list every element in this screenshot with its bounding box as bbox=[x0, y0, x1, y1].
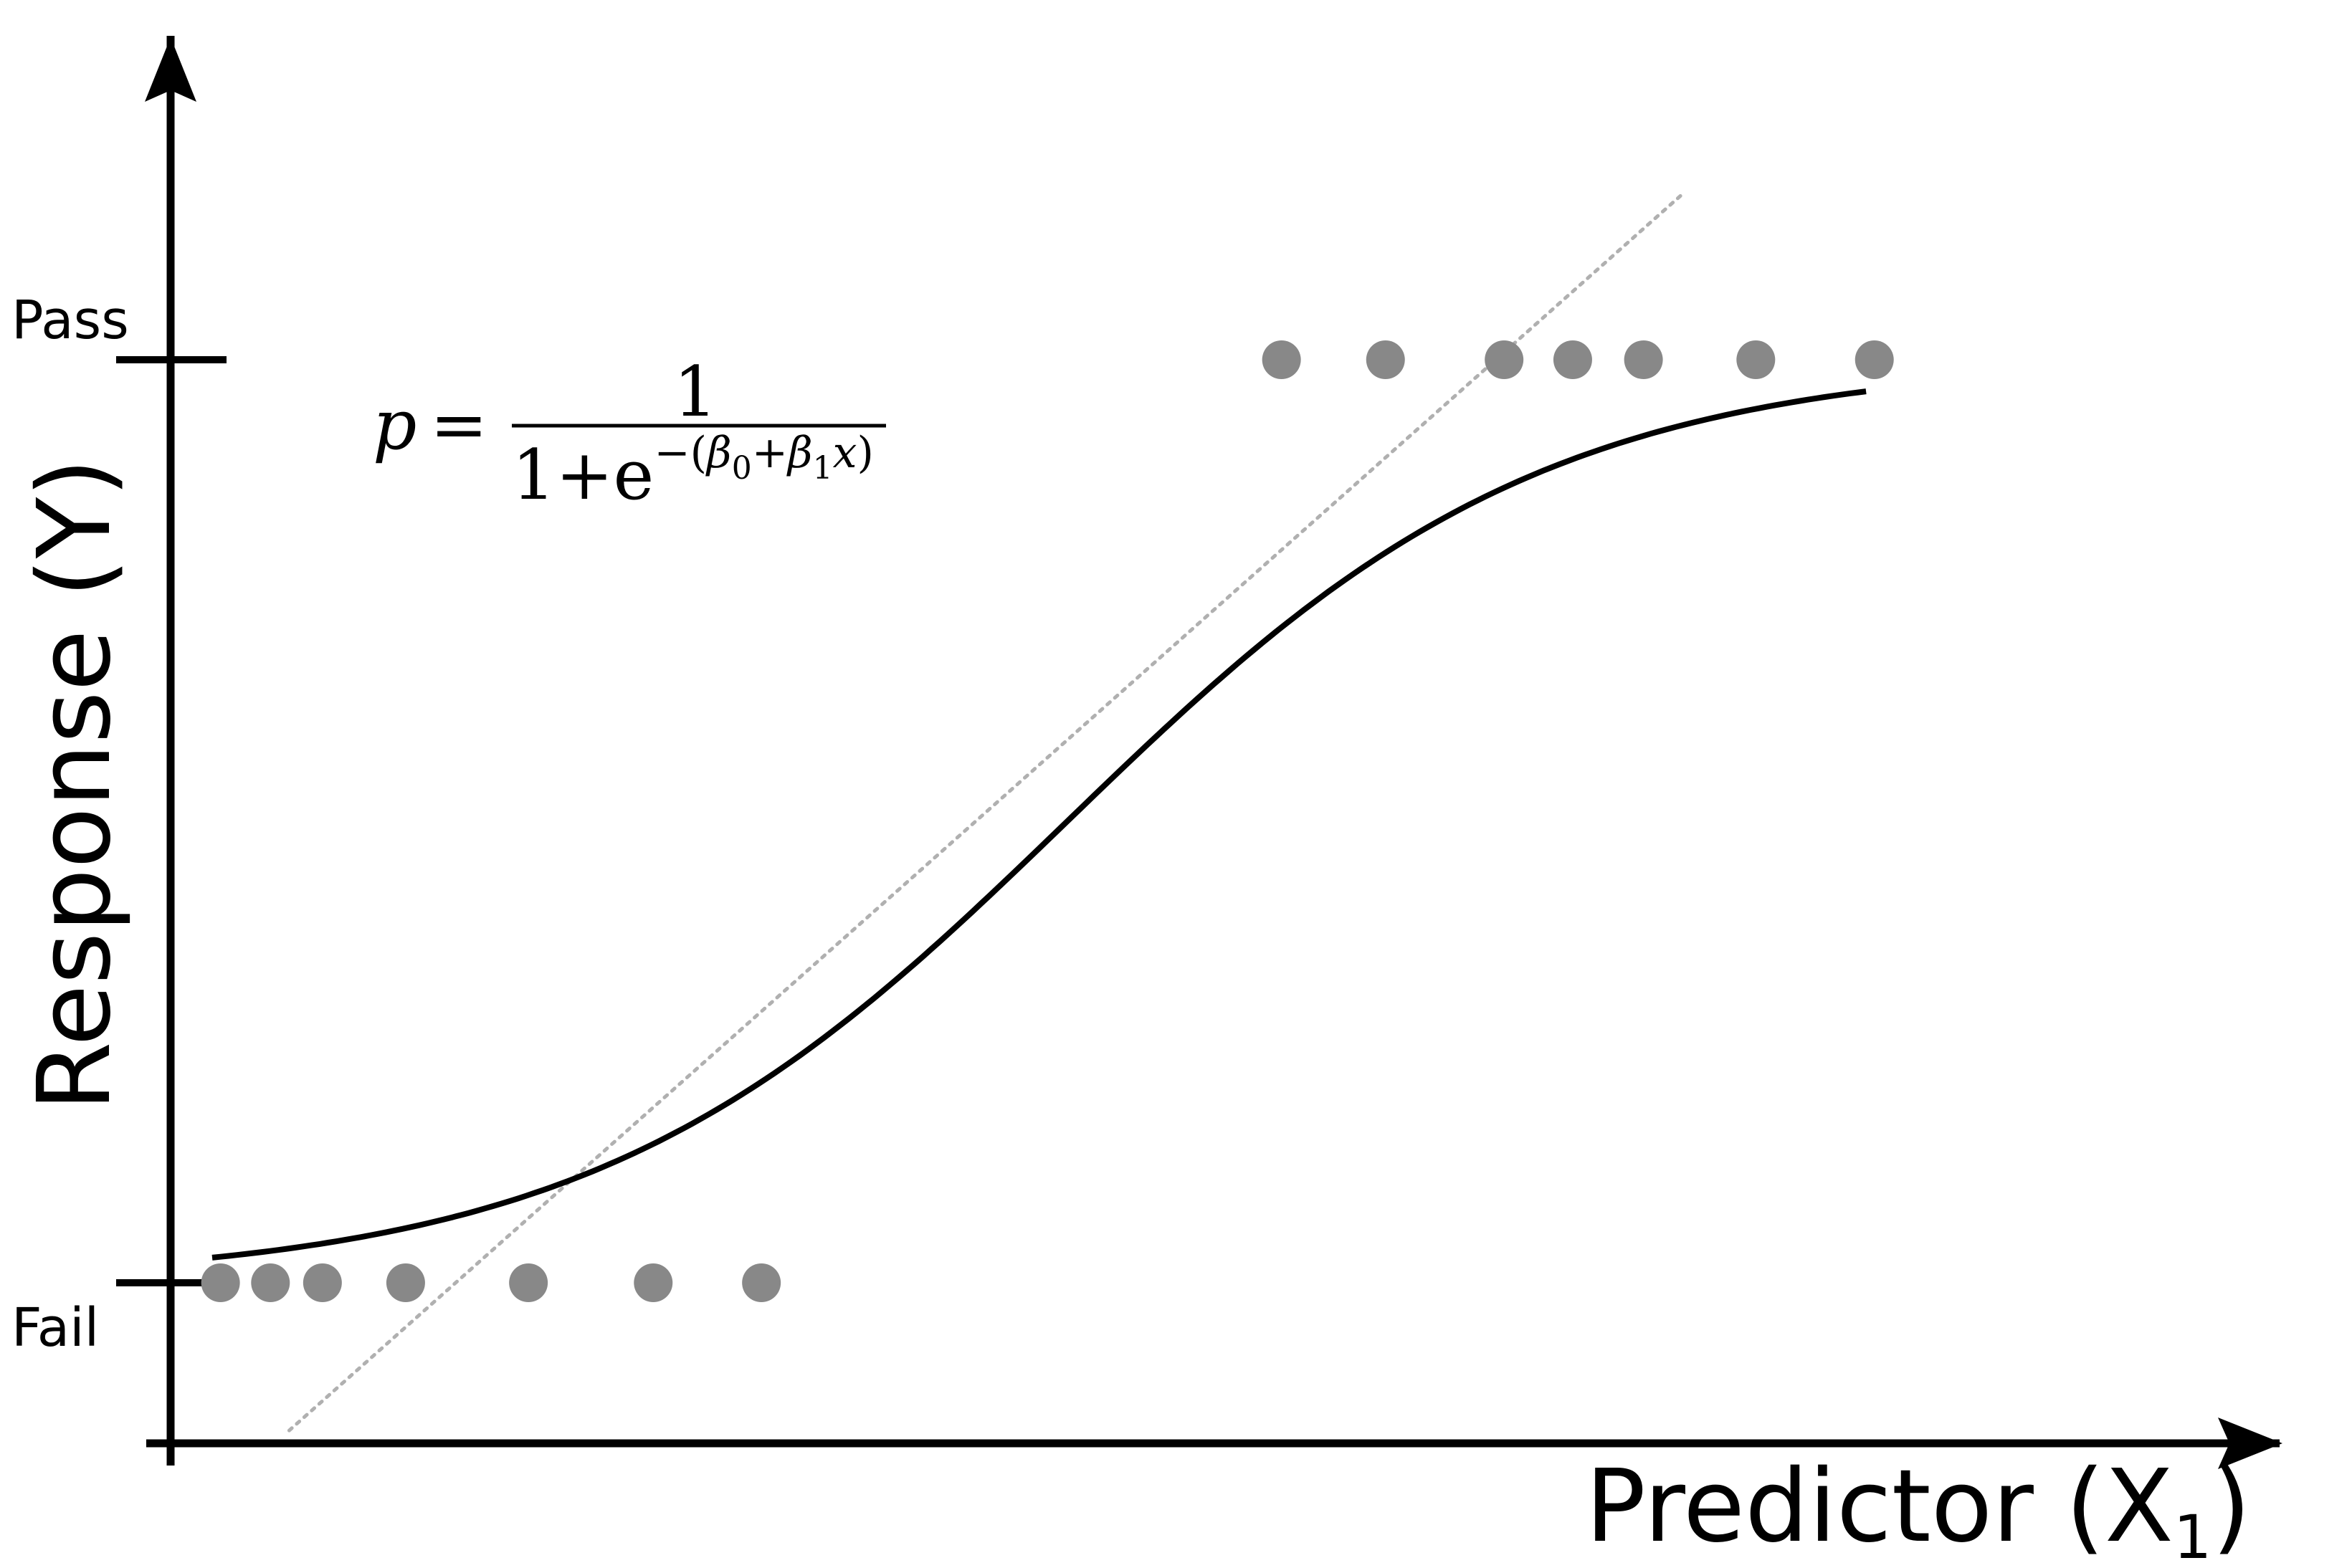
y-tick-label-pass: Pass bbox=[11, 290, 129, 351]
y-axis-title: Response (Y) bbox=[16, 458, 133, 1112]
data-point bbox=[251, 1263, 290, 1302]
equation-lhs: p bbox=[373, 385, 416, 465]
equation-equals: = bbox=[430, 385, 487, 465]
data-points bbox=[201, 340, 1894, 1302]
data-point bbox=[1855, 340, 1894, 379]
data-point bbox=[1485, 340, 1524, 379]
equation-numerator: 1 bbox=[673, 352, 717, 432]
linear-fit-line bbox=[287, 191, 1685, 1433]
data-point bbox=[1366, 340, 1405, 379]
logistic-curve bbox=[211, 388, 1867, 1261]
data-point bbox=[201, 1263, 240, 1302]
x-axis-title: Predictor (X1) bbox=[1585, 1448, 2251, 1568]
y-ticks: Fail Pass bbox=[11, 290, 227, 1359]
data-point bbox=[509, 1263, 548, 1302]
x-axis-title-subscript: 1 bbox=[2174, 1502, 2211, 1568]
data-point bbox=[386, 1263, 425, 1302]
data-point bbox=[1624, 340, 1663, 379]
y-axis-arrow-icon bbox=[145, 37, 196, 102]
y-tick-label-fail: Fail bbox=[11, 1297, 99, 1359]
data-point bbox=[634, 1263, 673, 1302]
data-point bbox=[742, 1263, 781, 1302]
x-axis-arrow-icon bbox=[2218, 1418, 2282, 1469]
axes bbox=[145, 36, 2282, 1469]
data-point bbox=[303, 1263, 342, 1302]
logistic-equation: p = 1 1+e−(β0+β1x) bbox=[373, 352, 886, 515]
equation-denominator: 1+e−(β0+β1x) bbox=[512, 428, 874, 515]
data-point bbox=[1262, 340, 1301, 379]
data-point bbox=[1736, 340, 1776, 379]
data-point bbox=[1553, 340, 1592, 379]
